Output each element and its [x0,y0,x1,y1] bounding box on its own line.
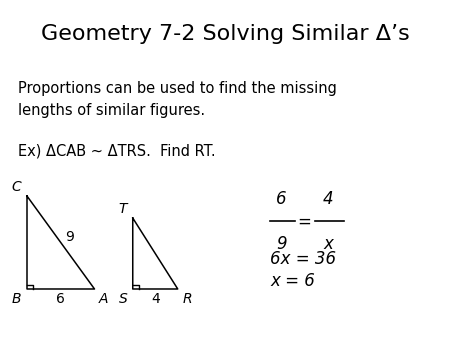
Text: C: C [12,180,22,194]
Text: T: T [119,202,127,216]
Text: 6: 6 [276,190,287,208]
Text: Ex) ΔCAB ~ ΔTRS.  Find RT.: Ex) ΔCAB ~ ΔTRS. Find RT. [18,144,216,159]
Text: x: x [324,235,333,253]
Text: =: = [297,212,310,231]
Text: S: S [119,292,127,306]
Text: 9: 9 [65,231,74,244]
Text: Geometry 7-2 Solving Similar Δ’s: Geometry 7-2 Solving Similar Δ’s [40,24,410,44]
Text: 6: 6 [56,292,65,306]
Text: A: A [99,292,108,306]
Text: x = 6: x = 6 [270,271,315,290]
Text: 6x = 36: 6x = 36 [270,249,336,268]
Text: 4: 4 [151,292,160,306]
Text: B: B [12,292,22,306]
Text: 9: 9 [276,235,287,253]
Text: R: R [182,292,192,306]
Text: 4: 4 [323,190,334,208]
Text: Proportions can be used to find the missing
lengths of similar figures.: Proportions can be used to find the miss… [18,81,337,118]
